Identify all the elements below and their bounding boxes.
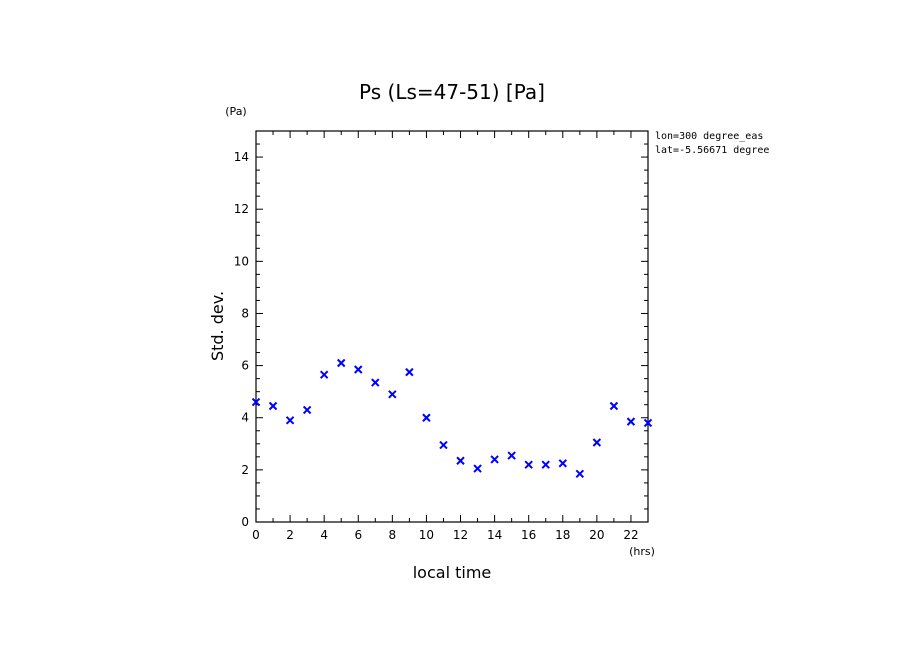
x-tick-label: 16 <box>521 528 536 542</box>
marker-stroke <box>609 401 619 411</box>
marker-stroke <box>337 358 346 368</box>
y-tick-label: 2 <box>241 463 249 477</box>
data-point-marker <box>609 401 619 411</box>
data-point-marker <box>575 469 585 478</box>
x-tick-label: 18 <box>555 528 570 542</box>
x-tick-label: 22 <box>623 528 638 542</box>
data-point-marker <box>251 397 261 407</box>
data-point-marker <box>422 413 431 422</box>
data-point-marker <box>558 459 567 468</box>
x-tick-label: 20 <box>589 528 604 542</box>
marker-stroke <box>388 390 397 399</box>
data-point-marker <box>405 367 414 377</box>
data-point-marker <box>524 460 533 469</box>
y-tick-label: 0 <box>241 515 249 529</box>
marker-stroke <box>354 365 363 374</box>
data-point-marker <box>268 401 278 411</box>
data-point-marker <box>490 455 499 464</box>
data-point-marker <box>439 440 448 450</box>
data-point-marker <box>473 464 482 473</box>
marker-stroke <box>643 418 653 428</box>
data-point-marker <box>643 418 653 428</box>
marker-stroke <box>592 438 602 447</box>
y-axis-label: Std. dev. <box>208 291 227 361</box>
x-tick-label: 14 <box>487 528 502 542</box>
y-tick-label: 8 <box>241 306 249 320</box>
x-axis-label: local time <box>413 563 492 582</box>
data-point-marker <box>541 460 550 469</box>
marker-stroke <box>456 456 465 465</box>
y-tick-label: 12 <box>234 202 249 216</box>
y-tick-label: 10 <box>234 254 249 268</box>
marker-stroke <box>507 451 516 460</box>
chart-title: Ps (Ls=47-51) [Pa] <box>359 80 545 104</box>
marker-stroke <box>371 378 380 387</box>
y-tick-label: 14 <box>234 150 249 164</box>
marker-stroke <box>626 417 636 426</box>
marker-stroke <box>558 459 567 468</box>
data-point-marker <box>371 378 380 387</box>
data-point-marker <box>388 390 397 399</box>
data-point-marker <box>319 370 329 379</box>
marker-stroke <box>319 370 329 379</box>
annotation-lat: lat=-5.56671 degree <box>655 145 769 156</box>
marker-stroke <box>473 464 482 473</box>
x-tick-label: 6 <box>354 528 362 542</box>
data-point-marker <box>354 365 363 374</box>
marker-stroke <box>541 460 550 469</box>
data-points <box>251 358 653 478</box>
data-point-marker <box>456 456 465 465</box>
data-point-marker <box>285 416 295 425</box>
x-tick-label: 2 <box>286 528 294 542</box>
y-unit-label: (Pa) <box>225 105 246 118</box>
annotation-lon: lon=300 degree_eas <box>655 131 763 142</box>
ticks: 0 2 4 6 8 10 12 14 16 18 20 22 0 2 4 6 8 10 12 14 <box>234 130 649 542</box>
marker-stroke <box>285 416 295 425</box>
marker-stroke <box>490 455 499 464</box>
axes <box>255 130 649 523</box>
x-tick-label: 4 <box>320 528 328 542</box>
data-point-marker <box>302 405 312 415</box>
marker-stroke <box>302 405 312 415</box>
marker-stroke <box>405 367 414 377</box>
data-point-marker <box>626 417 636 426</box>
marker-stroke <box>268 401 278 411</box>
marker-stroke <box>575 469 585 478</box>
x-tick-label: 12 <box>453 528 468 542</box>
data-point-marker <box>592 438 602 447</box>
plot-frame <box>255 130 649 523</box>
x-tick-label: 0 <box>252 528 260 542</box>
data-point-marker <box>507 451 516 460</box>
x-unit-label: (hrs) <box>629 545 655 558</box>
data-point-marker <box>337 358 346 368</box>
marker-stroke <box>422 413 431 422</box>
y-tick-label: 6 <box>241 359 249 373</box>
marker-stroke <box>251 397 261 407</box>
y-tick-label: 4 <box>241 411 249 425</box>
marker-stroke <box>524 460 533 469</box>
x-tick-label: 8 <box>389 528 397 542</box>
x-tick-label: 10 <box>419 528 434 542</box>
marker-stroke <box>439 440 448 450</box>
